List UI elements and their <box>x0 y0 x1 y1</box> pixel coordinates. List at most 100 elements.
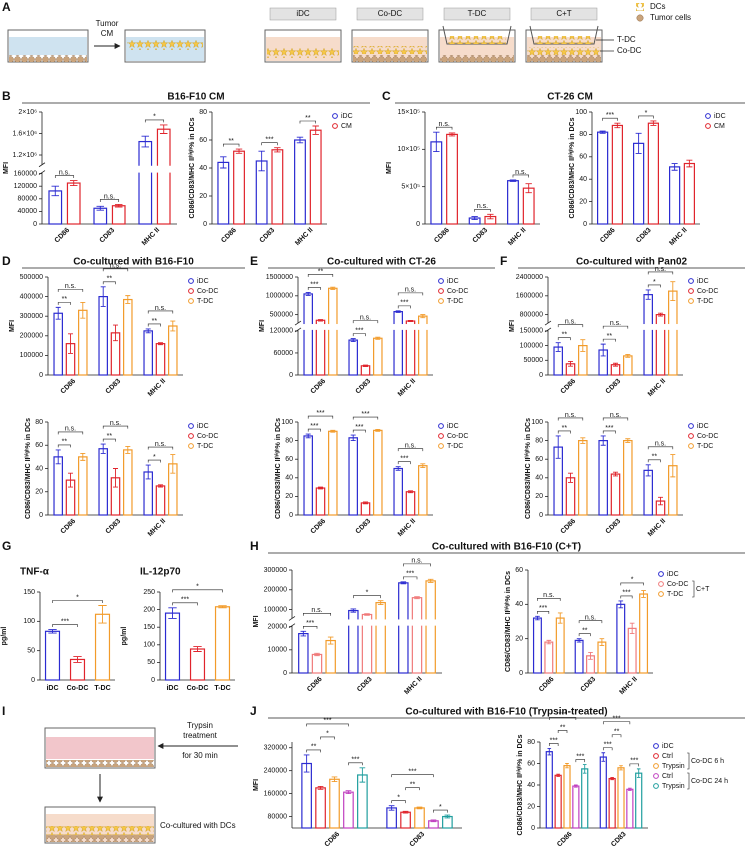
significance-bracket <box>147 446 174 450</box>
error-bar <box>433 131 440 153</box>
y-tick-label: 100000 <box>264 606 287 613</box>
bar <box>357 774 368 829</box>
y-tick-label: 60 <box>35 442 43 449</box>
legend-marker <box>438 423 444 429</box>
legend-marker <box>188 278 194 284</box>
error-bar <box>601 752 606 762</box>
break-mark <box>294 320 302 333</box>
bar <box>343 791 354 829</box>
bar <box>53 312 63 376</box>
tumor-cells <box>46 760 154 767</box>
x-tick-label: CD83 <box>635 227 653 245</box>
y-axis-label: CD86/CD83/MHC IIʰⁱᵍʰ% in DCs <box>515 734 524 835</box>
significance-bracket <box>638 115 654 119</box>
significance-bracket <box>557 430 571 434</box>
significance-label: ** <box>311 744 317 751</box>
diagram-i: Trypsin treatment for 30 min Co-cultured… <box>44 721 238 844</box>
error-bar <box>145 464 151 480</box>
error-bar <box>350 434 356 442</box>
significance-label: ** <box>560 724 566 731</box>
significance-label: *** <box>606 112 614 119</box>
error-bar <box>471 216 478 220</box>
label: T-DC <box>468 9 487 18</box>
bar <box>360 502 371 516</box>
error-bar <box>141 135 150 148</box>
y-axis-label: CD86/CD83/MHC IIʰⁱᵍʰ% in DCs <box>187 117 196 218</box>
y-tick-label: 80 <box>35 419 43 426</box>
legend-marker <box>653 763 659 769</box>
error-bar <box>619 765 623 771</box>
panel-letter: H <box>250 539 259 553</box>
error-bar <box>80 452 86 461</box>
bar <box>639 593 649 674</box>
bar <box>348 339 358 376</box>
y-tick-label: 60 <box>199 137 207 144</box>
significance-label: n.s. <box>543 592 554 599</box>
diagram-a: Tumor CM iDC Co-DC T-DC C+T T-DC <box>7 2 691 63</box>
y-tick-label: 40 <box>285 475 293 482</box>
significance-bracket <box>303 625 318 629</box>
error-bar <box>317 785 324 790</box>
y-tick-label: 20 <box>535 493 543 500</box>
legend-marker <box>438 443 444 449</box>
significance-bracket <box>102 268 129 272</box>
legend-label: CM <box>714 123 725 130</box>
y-tick-label: 0 <box>39 372 43 379</box>
significance-bracket <box>261 142 278 146</box>
y-tick-label: 80 <box>285 437 293 444</box>
bar <box>507 180 519 225</box>
x-tick-label: CD83 <box>580 676 598 694</box>
bar <box>405 491 416 516</box>
x-tick-label: MHC II <box>403 676 423 696</box>
significance-label: *** <box>406 571 414 578</box>
x-tick-label: MHC II <box>647 518 667 538</box>
error-bar <box>317 486 324 490</box>
bar <box>168 325 178 376</box>
x-tick-label: CD83 <box>605 378 623 396</box>
x-tick-label: CD86 <box>556 831 574 849</box>
bar <box>545 751 553 829</box>
x-tick-label: iDC <box>46 685 58 692</box>
legend-label: CM <box>341 123 352 130</box>
significance-bracket <box>602 325 629 329</box>
error-bar <box>671 163 678 171</box>
bar <box>669 166 681 225</box>
error-bar <box>599 638 605 646</box>
bar <box>233 150 245 225</box>
x-tick-label: CD83 <box>105 378 123 396</box>
bar <box>393 467 403 516</box>
significance-label: n.s. <box>610 320 621 327</box>
y-tick-label: 250 <box>143 589 155 596</box>
significance-bracket <box>391 774 434 778</box>
significance-label: n.s. <box>439 121 450 128</box>
significance-label: *** <box>316 410 324 417</box>
significance-bracket <box>306 723 349 727</box>
legend-label: iDC <box>447 278 459 285</box>
y-tick-label: 800000 <box>520 311 543 318</box>
error-bar <box>377 600 384 606</box>
y-tick-label: 20 <box>35 489 43 496</box>
error-bar <box>80 302 86 319</box>
panel-letter: D <box>2 254 11 268</box>
y-axis-label: MFI <box>253 615 260 627</box>
x-tick-label: CD86 <box>433 227 451 245</box>
axis-break <box>549 324 684 330</box>
bar <box>555 617 565 674</box>
bar <box>633 142 645 225</box>
bar <box>78 456 88 516</box>
panel-letter: E <box>250 254 258 268</box>
significance-label: *** <box>550 737 558 744</box>
error-bar <box>331 776 338 783</box>
error-bar <box>625 438 631 443</box>
legend-label: DCs <box>650 2 666 11</box>
bar <box>655 314 666 376</box>
x-tick-label: CD83 <box>605 518 623 536</box>
y-tick-label: 1.6×10⁶ <box>13 130 38 137</box>
x-tick-label: MHC II <box>397 378 417 398</box>
error-bar <box>407 490 414 494</box>
significance-bracket <box>352 333 366 337</box>
significance-label: *** <box>630 758 638 765</box>
legend-label: T-DC <box>697 443 713 450</box>
trypsin-layer <box>46 737 154 759</box>
y-tick-label: 320000 <box>264 745 287 752</box>
